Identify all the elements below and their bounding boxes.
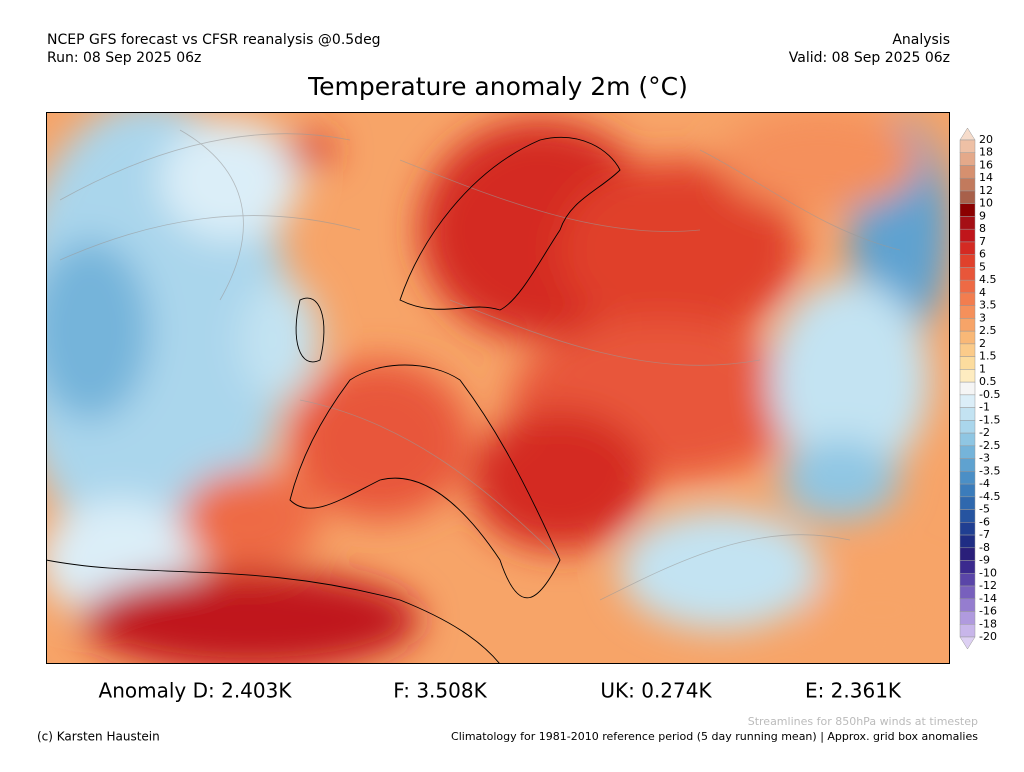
colorbar-bin <box>959 165 976 179</box>
colorbar-label: -6 <box>979 515 990 528</box>
colorbar-label: -3 <box>979 452 990 465</box>
colorbar-label: 4.5 <box>979 273 997 286</box>
colorbar-label: 20 <box>979 133 993 146</box>
colorbar-bin <box>959 598 976 612</box>
colorbar-bin <box>959 496 976 510</box>
colorbar-bin <box>959 305 976 319</box>
climatology-note: Climatology for 1981-2010 reference peri… <box>451 730 978 743</box>
colorbar-label: 0.5 <box>979 375 997 388</box>
colorbar-bin <box>959 190 976 204</box>
colorbar-arrow <box>959 636 976 650</box>
colorbar-bin <box>959 611 976 625</box>
colorbar-bin <box>959 369 976 383</box>
colorbar-label: -1.5 <box>979 413 1000 426</box>
colorbar: 201816141210987654.543.532.521.510.5-0.5… <box>959 127 1000 650</box>
colorbar-label: 14 <box>979 171 993 184</box>
colorbar-label: -20 <box>979 630 997 643</box>
colorbar-label: -2 <box>979 426 990 439</box>
colorbar-label: -2.5 <box>979 439 1000 452</box>
colorbar-label: 2 <box>979 337 986 350</box>
stat: E: 2.361K <box>805 679 902 703</box>
colorbar-label: 16 <box>979 158 993 171</box>
colorbar-bin <box>959 624 976 638</box>
colorbar-label: 2.5 <box>979 324 997 337</box>
colorbar-bin <box>959 534 976 549</box>
colorbar-label: -18 <box>979 617 997 630</box>
colorbar-bin <box>959 139 976 153</box>
colorbar-bin <box>959 483 976 498</box>
colorbar-label: 9 <box>979 209 986 222</box>
colorbar-label: -4 <box>979 477 990 490</box>
colorbar-bin <box>959 279 976 294</box>
colorbar-label: 6 <box>979 248 986 261</box>
colorbar-bin <box>959 560 976 574</box>
colorbar-bin <box>959 228 976 243</box>
colorbar-label: 12 <box>979 184 993 197</box>
colorbar-bin <box>959 445 976 459</box>
colorbar-label: 4 <box>979 286 986 299</box>
colorbar-bin <box>959 394 976 408</box>
colorbar-bin <box>959 407 976 421</box>
colorbar-label: -0.5 <box>979 388 1000 401</box>
header-right-2: Valid: 08 Sep 2025 06z <box>789 50 950 66</box>
colorbar-label: 8 <box>979 222 986 235</box>
colorbar-arrow <box>959 127 976 141</box>
colorbar-label: 5 <box>979 260 986 273</box>
header-left-1: NCEP GFS forecast vs CFSR reanalysis @0.… <box>47 32 381 48</box>
colorbar-label: -7 <box>979 528 990 541</box>
colorbar-bin <box>959 216 976 230</box>
colorbar-bin <box>959 509 976 523</box>
header-left-2: Run: 08 Sep 2025 06z <box>47 50 201 66</box>
colorbar-label: -16 <box>979 605 997 618</box>
colorbar-label: -8 <box>979 541 990 554</box>
colorbar-bin <box>959 381 976 396</box>
colorbar-bin <box>959 458 976 472</box>
colorbar-bin <box>959 330 976 345</box>
colorbar-bin <box>959 254 976 268</box>
stat: F: 3.508K <box>393 679 487 703</box>
colorbar-label: -12 <box>979 579 997 592</box>
colorbar-bin <box>959 547 976 561</box>
colorbar-label: 1 <box>979 362 986 375</box>
header-right-1: Analysis <box>892 32 950 48</box>
colorbar-bin <box>959 267 976 281</box>
colorbar-label: -4.5 <box>979 490 1000 503</box>
colorbar-label: 18 <box>979 146 993 159</box>
colorbar-label: -3.5 <box>979 464 1000 477</box>
colorbar-bin <box>959 471 976 485</box>
colorbar-bin <box>959 343 976 357</box>
colorbar-label: 7 <box>979 235 986 248</box>
colorbar-label: -14 <box>979 592 997 605</box>
colorbar-bin <box>959 522 976 536</box>
colorbar-bin <box>959 356 976 370</box>
colorbar-label: -10 <box>979 566 997 579</box>
colorbar-label: 10 <box>979 197 993 210</box>
colorbar-label: 3.5 <box>979 299 997 312</box>
streamline-note: Streamlines for 850hPa winds at timestep <box>748 715 978 728</box>
colorbar-label: -9 <box>979 554 990 567</box>
colorbar-bin <box>959 318 976 332</box>
colorbar-label: 3 <box>979 311 986 324</box>
colorbar-bin <box>959 420 976 434</box>
colorbar-bin <box>959 292 976 306</box>
colorbar-label: -1 <box>979 401 990 414</box>
colorbar-bin <box>959 177 976 192</box>
map <box>46 112 950 664</box>
colorbar-bin <box>959 241 976 255</box>
colorbar-label: -5 <box>979 503 990 516</box>
colorbar-bin <box>959 432 976 447</box>
colorbar-bin <box>959 203 976 217</box>
colorbar-label: 1.5 <box>979 350 997 363</box>
title: Temperature anomaly 2m (°C) <box>307 72 688 101</box>
stat: UK: 0.274K <box>600 679 712 703</box>
credit: (c) Karsten Haustein <box>37 730 160 744</box>
colorbar-bin <box>959 585 976 600</box>
stat: Anomaly D: 2.403K <box>99 679 293 703</box>
colorbar-bin <box>959 152 976 166</box>
colorbar-bin <box>959 573 976 587</box>
